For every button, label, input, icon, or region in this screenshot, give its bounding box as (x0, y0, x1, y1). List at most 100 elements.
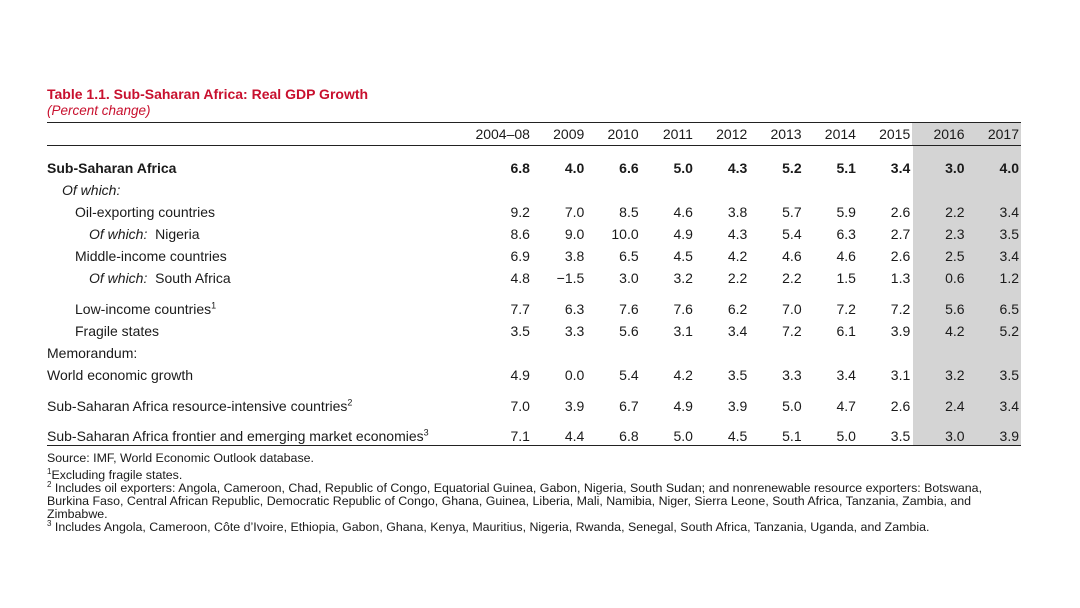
table-cell: 7.6 (619, 300, 639, 317)
table-row: World economic growth 4.9 0.0 5.4 4.2 3.5 3.3 3… (47, 362, 1021, 384)
table-cell: 6.9 (510, 247, 530, 264)
table-cell: 6.5 (999, 300, 1019, 317)
table-cell: 4.2 (673, 366, 693, 383)
table-cell: 6.8 (510, 159, 530, 176)
table-cell: 4.6 (836, 247, 856, 264)
table-cell: 3.4 (999, 247, 1019, 264)
projection-shading (913, 145, 1021, 446)
table-cell (641, 340, 695, 362)
row-label-text: Sub-Saharan Africa resource-intensive co… (47, 397, 348, 414)
table-cell: 6.5 (619, 247, 639, 264)
table-row: Sub-Saharan Africa frontier and emerging… (47, 415, 1021, 446)
table-cell: 9.2 (510, 203, 530, 220)
table-cell: 2.3 (945, 225, 965, 242)
table-cell (586, 340, 640, 362)
table-cell (749, 340, 803, 362)
table-cell: 7.0 (564, 203, 585, 220)
table-cell: 3.1 (890, 366, 911, 383)
column-header: 2012 (694, 122, 750, 146)
table-cell (912, 340, 966, 362)
table-row: Memorandum: (47, 340, 1021, 362)
table-cell: 3.5 (510, 322, 530, 339)
footnote-1: 1Excluding fragile states. (47, 466, 1021, 482)
column-header: 2011 (640, 122, 695, 146)
table-row: Of which: South Africa 4.8 −1.5 3.0 3.2 2.2 2.… (47, 265, 1021, 287)
row-label-text: Low-income countries (75, 300, 212, 317)
table-cell: 2.6 (890, 203, 911, 220)
row-label: Fragile states (47, 318, 458, 340)
table-cell: 3.5 (890, 428, 911, 444)
table-cell: 3.5 (999, 225, 1019, 242)
table-cell: 6.8 (619, 428, 639, 444)
row-label-text: Middle-income countries (75, 247, 227, 264)
table-row: Oil-exporting countries 9.2 7.0 8.5 4.6 3.8 5.… (47, 199, 1021, 221)
row-label-text: South Africa (155, 269, 231, 286)
table-cell: 7.7 (510, 300, 530, 317)
table-cell (858, 177, 912, 199)
row-label-text: World economic growth (47, 366, 194, 383)
table-cell: 5.1 (782, 428, 802, 444)
table-cell (532, 177, 586, 199)
table-cell (458, 177, 532, 199)
footnote-3: 3 Includes Angola, Cameroon, Côte d’Ivoi… (47, 518, 1021, 534)
table-cell: 3.2 (945, 366, 965, 383)
row-label-text: Sub-Saharan Africa (47, 159, 177, 176)
table-cell: 2.4 (945, 397, 965, 414)
table-cell: 1.5 (836, 269, 856, 286)
table-cell: 2.7 (890, 225, 911, 242)
table-cell: 5.2 (999, 322, 1019, 339)
table-cell: 2.2 (945, 203, 965, 220)
table-cell: 4.3 (727, 159, 748, 176)
table-wrap: 2004–08 2009 2010 2011 2012 2013 2014 20… (47, 122, 1021, 446)
row-prefix: Of which: (89, 225, 148, 242)
table-cell: 2.2 (727, 269, 748, 286)
footnote-text: Includes Angola, Cameroon, Côte d’Ivoire… (54, 520, 930, 534)
row-label: World economic growth (47, 362, 458, 384)
table-cell: 4.2 (945, 322, 965, 339)
table-cell: 5.4 (619, 366, 639, 383)
footnote-ref: 1 (211, 299, 217, 310)
table-cell: 4.5 (727, 428, 748, 444)
table-cell: 6.3 (836, 225, 856, 242)
table-cell (458, 340, 532, 362)
table-cell: 9.0 (564, 225, 585, 242)
table-cell: 8.5 (619, 203, 639, 220)
table-row: Of which: (47, 177, 1021, 199)
row-label-text: Fragile states (75, 322, 160, 339)
table-cell: −1.5 (556, 269, 585, 286)
table-title: Table 1.1. Sub-Saharan Africa: Real GDP … (47, 86, 369, 102)
table-cell: 6.7 (619, 397, 639, 414)
table-cell: 3.4 (890, 159, 911, 176)
table-cell: 3.9 (727, 397, 748, 414)
table-cell: 3.8 (727, 203, 748, 220)
table-cell: 4.7 (836, 397, 856, 414)
table-row: Middle-income countries 6.9 3.8 6.5 4.5 4.2 4.… (47, 243, 1021, 265)
table-cell: 5.0 (673, 428, 693, 444)
row-label-text: Nigeria (155, 225, 200, 242)
table-cell: 4.3 (727, 225, 748, 242)
table-cell: 3.2 (673, 269, 693, 286)
table-cell: 4.0 (999, 159, 1019, 176)
table-cell: 4.4 (564, 428, 585, 444)
table-cell (695, 177, 749, 199)
table-cell: 6.1 (836, 322, 856, 339)
table-cell: 4.6 (782, 247, 802, 264)
table-cell: 3.9 (890, 322, 911, 339)
table-cell (804, 177, 858, 199)
table-cell: 1.2 (999, 269, 1019, 286)
row-label-text: Oil-exporting countries (75, 203, 216, 220)
table-cell: 5.1 (836, 159, 856, 176)
table-cell: 5.0 (782, 397, 802, 414)
table-cell: 5.4 (782, 225, 802, 242)
table-cell: 3.3 (782, 366, 802, 383)
table-row: Sub-Saharan Africa resource-intensive co… (47, 384, 1021, 415)
row-label: Middle-income countries (47, 243, 458, 265)
table-cell: 5.7 (782, 203, 802, 220)
table-cell: 7.0 (510, 397, 530, 414)
header-row: 2004–08 2009 2010 2011 2012 2013 2014 20… (47, 122, 1021, 146)
table-cell: 5.2 (782, 159, 802, 176)
table-cell: 3.5 (999, 366, 1019, 383)
table-cell: 3.4 (999, 397, 1019, 414)
footnote-mark: 3 (47, 518, 52, 528)
footnote-mark: 1 (47, 466, 52, 476)
